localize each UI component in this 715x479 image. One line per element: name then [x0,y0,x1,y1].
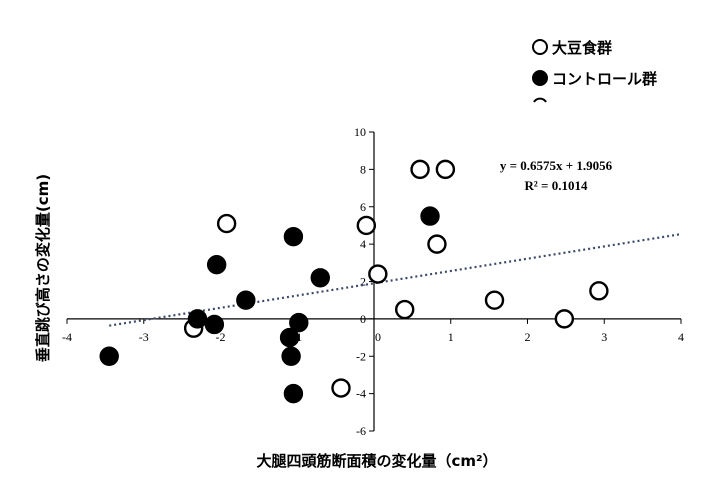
control-point [283,226,304,247]
legend-label-control: コントロール群 [552,70,657,88]
x-tick-label: 1 [448,330,454,344]
x-tick-label: -3 [139,330,149,344]
y-tick-label: 10 [354,125,366,139]
legend-marker-control [532,70,548,86]
y-axis-title: 垂直跳び高さの変化量(cm) [34,174,52,362]
x-tick-label: 4 [678,330,684,344]
control-point [206,254,227,275]
control-point [204,314,225,335]
control-point [420,206,440,226]
y-tick-label: 4 [360,237,366,251]
y-tick-label: -4 [356,387,366,401]
legend-marker-soy [532,39,548,55]
y-tick-label: -2 [356,349,366,363]
soy-point [427,234,447,254]
x-tick-label: 3 [601,330,607,344]
r-squared-label: R² = 0.1014 [525,178,588,193]
control-point [187,309,208,329]
soy-point [554,309,575,329]
legend-label-soy: 大豆食群 [552,39,612,57]
soy-point [356,215,377,236]
x-axis-title: 大腿四頭筋断面積の変化量（cm²） [256,452,497,470]
y-tick-label: 8 [360,162,366,176]
soy-point [395,299,415,320]
x-tick-label: -4 [62,330,72,344]
legend: 大豆食群 コントロール群 [532,39,657,103]
y-tick-label: 2 [360,275,366,289]
y-tick-label: 0 [360,312,366,326]
control-point [281,346,301,366]
y-tick-label: 6 [360,200,366,214]
soy-point [216,213,237,234]
y-tick-label: -6 [356,424,366,438]
control-point [283,383,304,404]
regression-equation: y = 0.6575x + 1.9056 [500,158,613,173]
x-tick-label: 0 [375,330,381,344]
soy-point [484,290,505,310]
control-point [99,346,119,366]
x-tick-label: 2 [525,330,531,344]
control-point [310,268,330,288]
control-point [289,312,309,333]
soy-point [410,159,430,180]
soy-point [589,281,609,301]
soy-point [368,264,388,284]
trendline [109,233,682,327]
legend-clipped-marker [533,97,547,103]
control-point [279,327,300,348]
control-point [236,290,256,310]
soy-point [331,378,351,398]
x-tick-label: -2 [216,330,226,344]
soy-point [435,159,456,180]
